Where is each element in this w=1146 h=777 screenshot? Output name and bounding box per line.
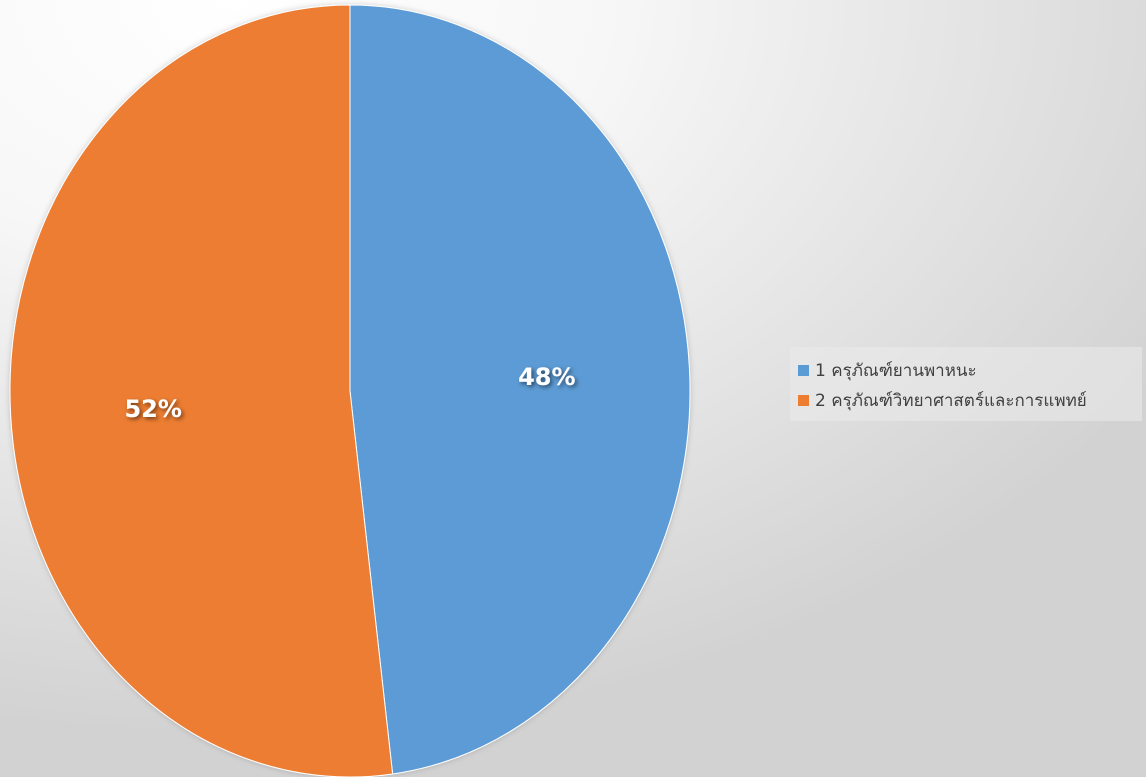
pie-slice bbox=[9, 4, 394, 777]
legend: 1 ครุภัณฑ์ยานพาหนะ 2 ครุภัณฑ์วิทยาศาสตร์… bbox=[790, 347, 1142, 421]
legend-entry: 1 ครุภัณฑ์ยานพาหนะ bbox=[798, 355, 1136, 385]
legend-swatch-icon bbox=[798, 364, 809, 376]
data-label: 52% bbox=[124, 395, 181, 423]
pie-slice bbox=[349, 4, 691, 775]
legend-label: 1 ครุภัณฑ์ยานพาหนะ bbox=[815, 360, 977, 381]
legend-label: 2 ครุภัณฑ์วิทยาศาสตร์และการแพทย์ bbox=[815, 390, 1087, 411]
legend-swatch-icon bbox=[798, 394, 809, 406]
data-label: 48% bbox=[518, 363, 575, 391]
legend-entry: 2 ครุภัณฑ์วิทยาศาสตร์และการแพทย์ bbox=[798, 385, 1136, 415]
